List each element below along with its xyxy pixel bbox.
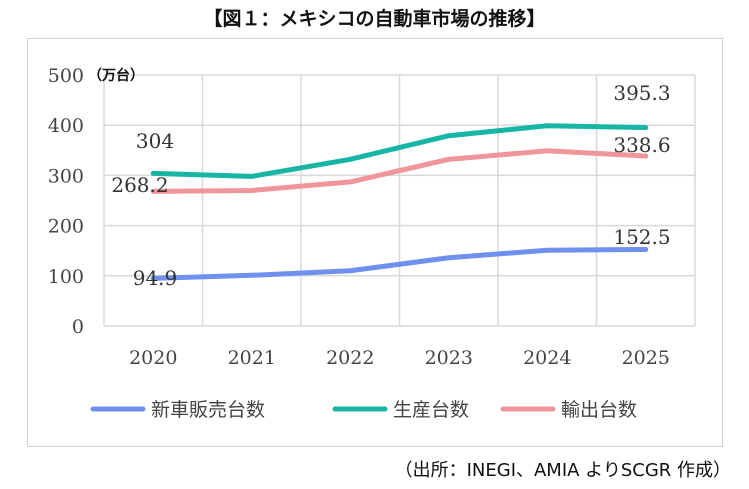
data-label: 304 bbox=[136, 129, 174, 153]
y-axis-unit: （万台） bbox=[88, 67, 144, 84]
data-label: 338.6 bbox=[613, 133, 670, 157]
source-note: （出所：INEGI、AMIA よりSCGR 作成） bbox=[394, 460, 731, 481]
y-tick-label: 400 bbox=[48, 115, 84, 137]
chart-frame bbox=[27, 38, 723, 447]
series-line-2 bbox=[150, 123, 649, 179]
x-tick-label: 2020 bbox=[129, 347, 177, 369]
y-tick-label: 200 bbox=[48, 216, 84, 238]
legend-label: 新車販売台数 bbox=[151, 399, 265, 421]
x-tick-label: 2025 bbox=[622, 347, 670, 369]
data-label: 152.5 bbox=[613, 225, 670, 249]
y-tick-label: 0 bbox=[72, 316, 84, 338]
x-tick-label: 2021 bbox=[228, 347, 276, 369]
x-tick-label: 2024 bbox=[523, 347, 571, 369]
data-label: 94.9 bbox=[133, 266, 178, 290]
legend-label: 生産台数 bbox=[393, 399, 469, 421]
series-line-3 bbox=[150, 148, 649, 194]
series-line-1 bbox=[150, 246, 649, 281]
data-label: 395.3 bbox=[613, 81, 670, 105]
x-tick-label: 2023 bbox=[425, 347, 473, 369]
x-tick-label: 2022 bbox=[326, 347, 374, 369]
y-tick-label: 300 bbox=[48, 165, 84, 187]
legend-label: 輸出台数 bbox=[561, 399, 637, 421]
y-tick-label: 100 bbox=[48, 266, 84, 288]
data-label: 268.2 bbox=[111, 173, 168, 197]
y-tick-label: 500 bbox=[48, 65, 84, 87]
chart-title: 【図１：メキシコの自動車市場の推移】 bbox=[203, 8, 546, 30]
